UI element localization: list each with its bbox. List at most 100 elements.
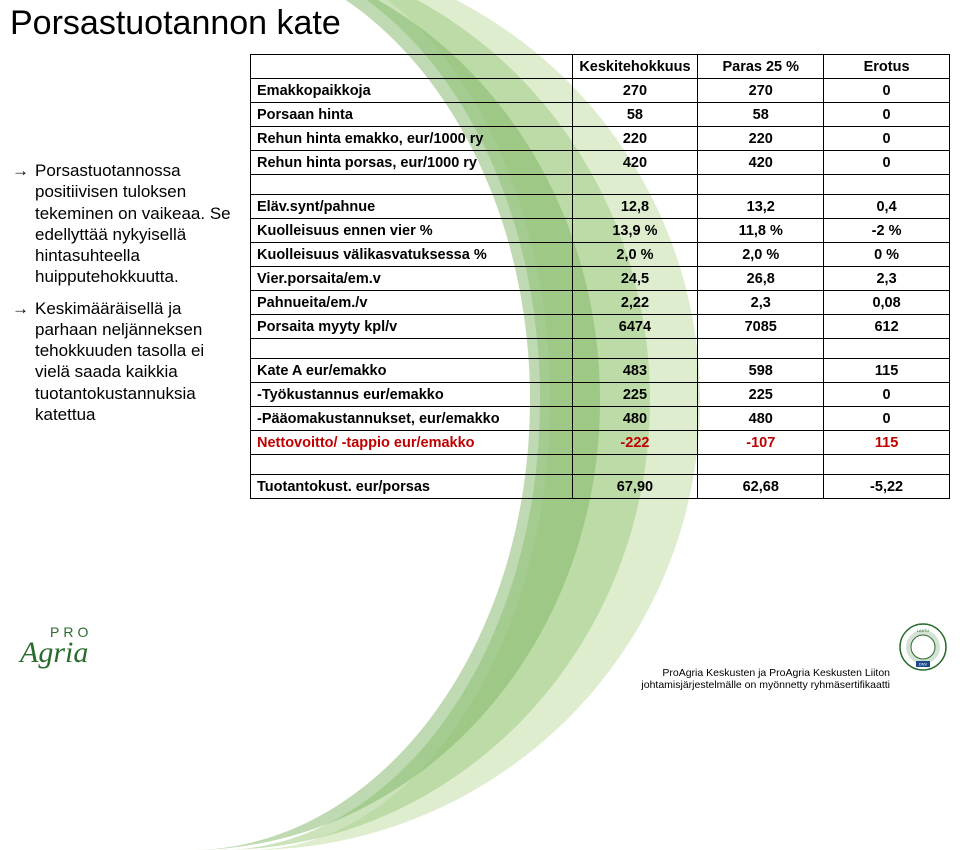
table-cell-label: -Pääomakustannukset, eur/emakko: [251, 407, 573, 431]
table-cell-value: 0: [824, 151, 950, 175]
table-cell: [824, 175, 950, 195]
table-cell: [824, 339, 950, 359]
table-cell-value: 225: [698, 383, 824, 407]
table-cell-value: 480: [572, 407, 698, 431]
table-cell: [824, 455, 950, 475]
table-cell-label: Porsaita myyty kpl/v: [251, 315, 573, 339]
table-cell-value: 62,68: [698, 475, 824, 499]
table-cell-value: 0: [824, 103, 950, 127]
table-row: [251, 455, 950, 475]
table-cell-value: 2,3: [698, 291, 824, 315]
table-cell: [251, 455, 573, 475]
bullet-text: Keskimääräisellä ja parhaan neljänneksen…: [35, 298, 242, 426]
table-row: Vier.porsaita/em.v24,526,82,3: [251, 267, 950, 291]
table-row: Kuolleisuus ennen vier %13,9 %11,8 %-2 %: [251, 219, 950, 243]
table-cell-value: 2,0 %: [572, 243, 698, 267]
table-cell-value: 0: [824, 79, 950, 103]
footer-line: johtamisjärjestelmälle on myönnetty ryhm…: [641, 679, 890, 692]
table-cell-value: 270: [698, 79, 824, 103]
svg-text:DNV: DNV: [919, 662, 928, 667]
table-cell-label: Kuolleisuus välikasvatuksessa %: [251, 243, 573, 267]
table-cell-value: 220: [698, 127, 824, 151]
table-cell-value: 13,9 %: [572, 219, 698, 243]
table-cell-label: Porsaan hinta: [251, 103, 573, 127]
table-header: Erotus: [824, 55, 950, 79]
table-row: Emakkopaikkoja2702700: [251, 79, 950, 103]
table-cell-value: 2,0 %: [698, 243, 824, 267]
table-cell: [251, 175, 573, 195]
table-cell-value: 0: [824, 127, 950, 151]
table-cell-label: Rehun hinta emakko, eur/1000 ry: [251, 127, 573, 151]
table-row: Rehun hinta porsas, eur/1000 ry4204200: [251, 151, 950, 175]
table-cell: [698, 339, 824, 359]
table-row: Porsaita myyty kpl/v64747085612: [251, 315, 950, 339]
table-cell-value: 270: [572, 79, 698, 103]
table-cell-value: 0: [824, 383, 950, 407]
table-cell-label: -Työkustannus eur/emakko: [251, 383, 573, 407]
table-cell-value: 2,22: [572, 291, 698, 315]
table-cell: [572, 339, 698, 359]
table-cell-label: Pahnueita/em./v: [251, 291, 573, 315]
logo-main-text: Agria: [20, 636, 92, 670]
table-row: Rehun hinta emakko, eur/1000 ry2202200: [251, 127, 950, 151]
data-table: Keskitehokkuus Paras 25 % Erotus Emakkop…: [250, 54, 950, 499]
table-cell-label: Tuotantokust. eur/porsas: [251, 475, 573, 499]
table-cell-value: 67,90: [572, 475, 698, 499]
table-row: [251, 339, 950, 359]
table-header-row: Keskitehokkuus Paras 25 % Erotus: [251, 55, 950, 79]
proagria-logo: PRO Agria: [20, 624, 92, 670]
arrow-icon: →: [12, 160, 29, 288]
table-cell-value: 220: [572, 127, 698, 151]
bullet-list: → Porsastuotannossa positiivisen tulokse…: [12, 160, 242, 435]
page-title: Porsastuotannon kate: [10, 4, 341, 43]
table-cell-value: 612: [824, 315, 950, 339]
table-cell-value: 6474: [572, 315, 698, 339]
table-cell-value: 598: [698, 359, 824, 383]
table-header: [251, 55, 573, 79]
table-row: Kate A eur/emakko483598115: [251, 359, 950, 383]
table-row: -Pääomakustannukset, eur/emakko4804800: [251, 407, 950, 431]
certification-badge-icon: LAATU DNV: [898, 622, 948, 672]
bullet-item: → Keskimääräisellä ja parhaan neljänneks…: [12, 298, 242, 426]
table-cell-value: 58: [572, 103, 698, 127]
table-cell: [698, 175, 824, 195]
table-cell-value: 115: [824, 431, 950, 455]
table-cell: [251, 339, 573, 359]
table-cell-value: -2 %: [824, 219, 950, 243]
table-cell-label: Nettovoitto/ -tappio eur/emakko: [251, 431, 573, 455]
table-cell-label: Kate A eur/emakko: [251, 359, 573, 383]
table-cell-value: -222: [572, 431, 698, 455]
table-cell-value: 58: [698, 103, 824, 127]
table-cell-value: 480: [698, 407, 824, 431]
table-header: Paras 25 %: [698, 55, 824, 79]
table-cell-label: Kuolleisuus ennen vier %: [251, 219, 573, 243]
table-cell-label: Emakkopaikkoja: [251, 79, 573, 103]
table-cell-label: Eläv.synt/pahnue: [251, 195, 573, 219]
table-cell-value: 26,8: [698, 267, 824, 291]
table-cell-value: 0: [824, 407, 950, 431]
table-cell-value: 7085: [698, 315, 824, 339]
table-row: Nettovoitto/ -tappio eur/emakko-222-1071…: [251, 431, 950, 455]
table-row: Tuotantokust. eur/porsas67,9062,68-5,22: [251, 475, 950, 499]
table-cell-value: 483: [572, 359, 698, 383]
table-cell: [698, 455, 824, 475]
table-row: Pahnueita/em./v2,222,30,08: [251, 291, 950, 315]
table-cell-value: 24,5: [572, 267, 698, 291]
table-cell: [572, 175, 698, 195]
table-cell-value: 225: [572, 383, 698, 407]
table-cell-value: -5,22: [824, 475, 950, 499]
table-row: Kuolleisuus välikasvatuksessa %2,0 %2,0 …: [251, 243, 950, 267]
table-cell-value: 13,2: [698, 195, 824, 219]
table-cell-value: 2,3: [824, 267, 950, 291]
bullet-text: Porsastuotannossa positiivisen tuloksen …: [35, 160, 242, 288]
table-cell-value: 115: [824, 359, 950, 383]
table-cell-value: 11,8 %: [698, 219, 824, 243]
table-cell-value: 420: [572, 151, 698, 175]
footer-text: ProAgria Keskusten ja ProAgria Keskusten…: [641, 667, 890, 692]
table-row: Eläv.synt/pahnue12,813,20,4: [251, 195, 950, 219]
table-cell-value: -107: [698, 431, 824, 455]
table-cell-value: 0 %: [824, 243, 950, 267]
data-table-container: Keskitehokkuus Paras 25 % Erotus Emakkop…: [250, 54, 950, 499]
bullet-item: → Porsastuotannossa positiivisen tulokse…: [12, 160, 242, 288]
table-cell-label: Vier.porsaita/em.v: [251, 267, 573, 291]
